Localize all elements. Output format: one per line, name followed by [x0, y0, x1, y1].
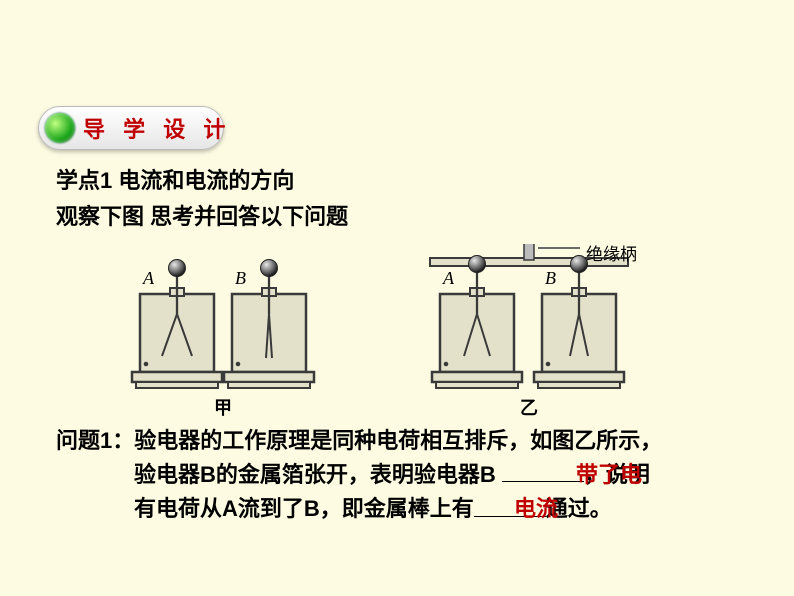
label-A: A — [142, 268, 155, 288]
device-jia-A: A — [132, 260, 222, 389]
question-line-2: 验电器B的金属箔张开，表明验电器B ，说明 带了电 — [56, 458, 756, 492]
diagram-area: A B — [120, 244, 680, 404]
device-jia-B: B — [224, 260, 314, 389]
electroscope-diagram: A B — [120, 244, 680, 414]
heading-line-2: 观察下图 思考并回答以下问题 — [56, 200, 348, 234]
badge-title: 导 学 设 计 — [83, 112, 231, 144]
question-block: 问题1：验电器的工作原理是同种电荷相互排斥，如图乙所示， 验电器B的金属箔张开，… — [56, 424, 756, 527]
heading-line-1: 学点1 电流和电流的方向 — [56, 164, 294, 198]
question-line-1: 问题1：验电器的工作原理是同种电荷相互排斥，如图乙所示， — [56, 424, 756, 458]
question-line-3: 有电荷从A流到了B，即金属棒上有通过。 电流 — [56, 492, 756, 526]
question-prefix: 问题1： — [56, 428, 134, 453]
q-l3a: 有电荷从A流到了B，即金属棒上有 — [134, 497, 474, 522]
q-l1: 验电器的工作原理是同种电荷相互排斥，如图乙所示， — [134, 428, 662, 453]
answer-2: 电流 — [514, 492, 558, 526]
blank-1 — [502, 458, 584, 482]
group-yi: A B — [430, 244, 628, 388]
caption-yi: 乙 — [520, 394, 538, 420]
svg-text:A: A — [442, 268, 455, 288]
label-B: B — [235, 268, 246, 288]
badge-bulb-icon — [45, 113, 75, 143]
answer-1: 带了电 — [576, 458, 642, 492]
q-l2a: 验电器B的金属箔张开，表明验电器B — [134, 462, 502, 487]
caption-jia: 甲 — [214, 394, 232, 420]
svg-text:B: B — [545, 268, 556, 288]
section-badge: 导 学 设 计 — [38, 106, 224, 150]
insulator-label: 绝缘柄 — [586, 240, 637, 265]
